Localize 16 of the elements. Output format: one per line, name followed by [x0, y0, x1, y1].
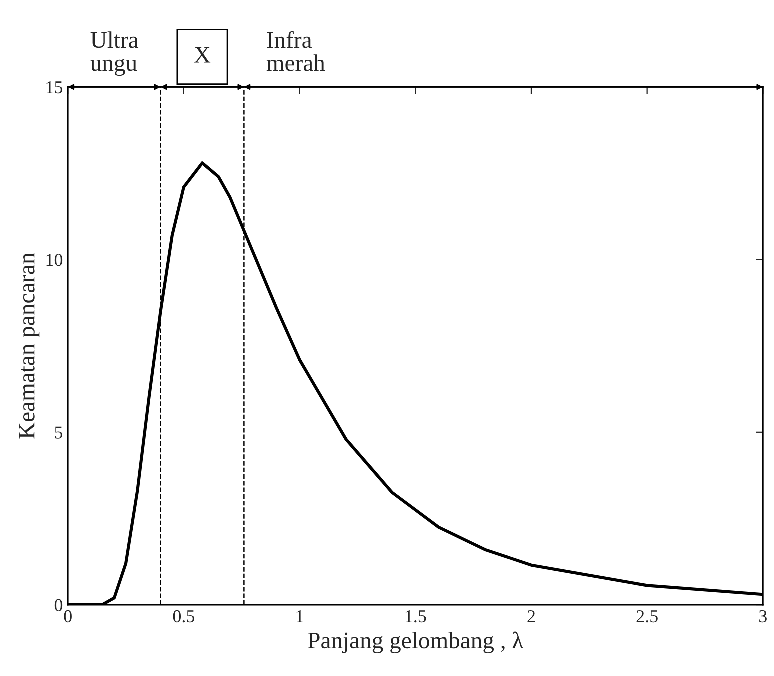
text: X	[194, 47, 211, 63]
text: Infra merah	[266, 31, 326, 72]
x-tick-label: 3	[760, 610, 767, 623]
y-axis-title: Keamatan pancaran	[19, 253, 40, 439]
x-axis-title: Panjang gelombang , λ	[308, 632, 524, 654]
x-tick-label: 1	[296, 610, 304, 622]
y-tick-label: 10	[46, 254, 63, 266]
x-tick-label: 2	[528, 610, 535, 622]
y-tick-label: 5	[55, 426, 63, 439]
y-tick-label: 15	[46, 82, 63, 94]
x-tick-label: 2.5	[636, 610, 658, 623]
x-tick-label: 0	[64, 610, 72, 623]
x-tick-label: 1.5	[406, 610, 426, 623]
x-tick-label: 0.5	[173, 610, 195, 623]
y-tick-label: 0	[54, 599, 63, 612]
text: Ultra ungu	[90, 32, 139, 76]
